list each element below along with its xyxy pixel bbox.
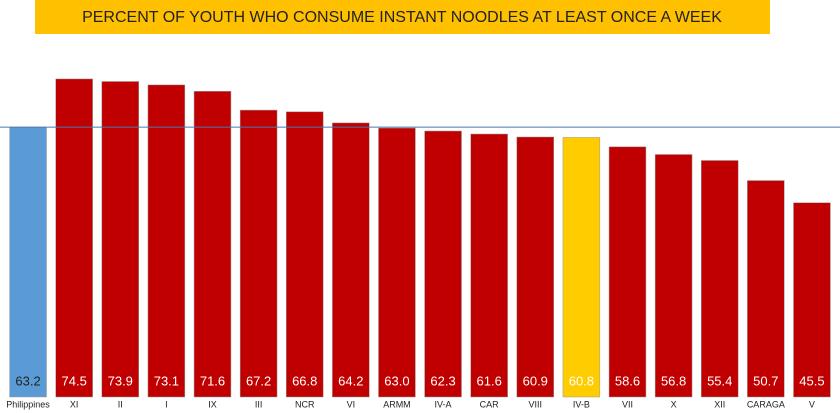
bar bbox=[470, 133, 508, 398]
value-label: 55.4 bbox=[707, 373, 732, 388]
bar bbox=[9, 126, 47, 398]
x-tick-label: XI bbox=[70, 399, 79, 409]
x-tick-label: VI bbox=[347, 399, 356, 409]
x-tick-label: IX bbox=[208, 399, 217, 409]
value-label: 58.6 bbox=[615, 373, 640, 388]
x-tick-label: II bbox=[118, 399, 123, 409]
value-label: 60.8 bbox=[569, 373, 594, 388]
bar bbox=[193, 91, 232, 398]
bar bbox=[332, 122, 370, 398]
x-tick-label: ARMM bbox=[383, 399, 411, 409]
bar bbox=[101, 81, 139, 398]
bar bbox=[286, 111, 324, 398]
x-tick-label: NCR bbox=[295, 399, 315, 409]
value-label: 50.7 bbox=[753, 373, 778, 388]
value-label: 63.0 bbox=[384, 373, 409, 388]
value-label: 73.1 bbox=[154, 373, 179, 388]
value-label: 45.5 bbox=[799, 373, 824, 388]
x-tick-label: VIII bbox=[529, 399, 543, 409]
value-label: 60.9 bbox=[523, 373, 548, 388]
x-tick-label: VII bbox=[622, 399, 633, 409]
bar bbox=[608, 146, 647, 398]
value-label: 74.5 bbox=[62, 373, 87, 388]
x-tick-label: Philippines bbox=[6, 399, 50, 409]
bar bbox=[516, 136, 554, 398]
bar bbox=[793, 202, 831, 398]
bar bbox=[424, 130, 462, 398]
value-label: 63.2 bbox=[15, 373, 40, 388]
title-box bbox=[35, 0, 770, 34]
x-tick-label: III bbox=[255, 399, 263, 409]
bar bbox=[701, 160, 739, 398]
value-label: 73.9 bbox=[108, 373, 133, 388]
x-tick-label: I bbox=[165, 399, 168, 409]
x-tick-label: XII bbox=[714, 399, 725, 409]
x-tick-label: CAR bbox=[480, 399, 500, 409]
value-label: 66.8 bbox=[292, 373, 317, 388]
chart-title: PERCENT OF YOUTH WHO CONSUME INSTANT NOO… bbox=[82, 9, 722, 26]
value-label: 61.6 bbox=[477, 373, 502, 388]
value-label: 56.8 bbox=[661, 373, 686, 388]
value-label: 62.3 bbox=[430, 373, 455, 388]
bar bbox=[654, 154, 693, 398]
x-tick-label: IV-B bbox=[573, 399, 590, 409]
bar bbox=[55, 78, 93, 398]
bar bbox=[562, 137, 601, 398]
x-tick-label: CARAGA bbox=[747, 399, 785, 409]
x-tick-label: V bbox=[809, 399, 815, 409]
bar bbox=[239, 109, 278, 398]
value-label: 71.6 bbox=[200, 373, 225, 388]
x-tick-label: X bbox=[671, 399, 677, 409]
x-tick-label: IV-A bbox=[435, 399, 452, 409]
bar bbox=[147, 84, 186, 398]
bar bbox=[378, 127, 416, 398]
value-label: 67.2 bbox=[246, 373, 271, 388]
bar bbox=[747, 180, 785, 398]
value-label: 64.2 bbox=[338, 373, 363, 388]
